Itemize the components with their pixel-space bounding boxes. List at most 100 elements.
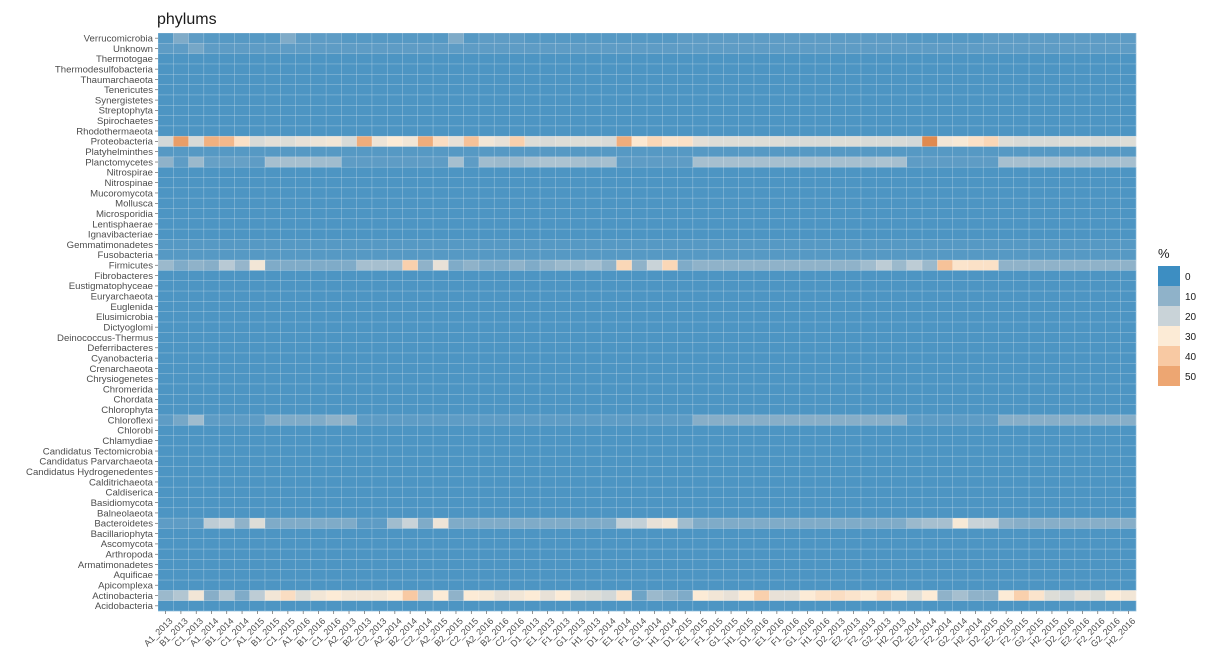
heatmap-cell [998, 342, 1015, 354]
heatmap-cell [478, 497, 495, 509]
heatmap-cell [769, 466, 785, 478]
heatmap-cell [937, 322, 953, 333]
heatmap-cell [540, 559, 556, 571]
heatmap-cell [1044, 291, 1060, 302]
heatmap-cell [616, 445, 633, 457]
heatmap-cell [1120, 404, 1137, 416]
heatmap-cell [753, 394, 770, 405]
heatmap-cell [280, 322, 296, 333]
heatmap-cell [998, 507, 1015, 519]
heatmap-cell [478, 105, 495, 116]
heatmap-cell [478, 373, 495, 385]
heatmap-cell [692, 559, 709, 571]
y-tick-label: Chloroflexi [108, 415, 153, 426]
heatmap-cell [601, 549, 617, 560]
heatmap-cell [708, 84, 724, 96]
heatmap-cell [509, 414, 526, 426]
heatmap-cell [387, 580, 403, 591]
heatmap-cell [876, 125, 892, 137]
heatmap-cell [891, 528, 908, 540]
heatmap-cell [677, 291, 694, 302]
heatmap-cell [891, 187, 908, 199]
heatmap-cell [326, 136, 342, 147]
heatmap-cell [188, 383, 205, 395]
heatmap-cell [402, 115, 419, 127]
heatmap-cell [906, 136, 923, 147]
heatmap-cell [203, 352, 220, 364]
heatmap-cell [417, 456, 434, 467]
heatmap-cell [509, 249, 526, 261]
heatmap-cell [478, 404, 495, 416]
heatmap-cell [1029, 177, 1045, 189]
heatmap-cell [967, 74, 984, 85]
heatmap-cell [860, 208, 877, 220]
heatmap-cell [708, 487, 724, 498]
heatmap-cell [585, 425, 602, 436]
heatmap-cell [448, 125, 464, 137]
heatmap-cell [356, 84, 373, 96]
heatmap-cell [708, 549, 724, 560]
heatmap-cell [341, 497, 357, 509]
heatmap-cell [371, 342, 388, 354]
heatmap-cell [983, 105, 999, 116]
heatmap-cell [524, 105, 541, 116]
heatmap-cell [723, 63, 739, 75]
heatmap-cell [998, 497, 1015, 509]
heatmap-cell [1120, 373, 1137, 385]
heatmap-cell [540, 270, 556, 282]
heatmap-cell [692, 136, 709, 147]
heatmap-cell [402, 414, 419, 426]
heatmap-cell [433, 239, 449, 251]
heatmap-cell [234, 518, 250, 529]
heatmap-cell [784, 435, 801, 447]
heatmap-cell [1090, 291, 1106, 302]
heatmap-cell [203, 383, 220, 395]
heatmap-cell [677, 301, 694, 312]
heatmap-cell [860, 600, 877, 612]
heatmap-cell [524, 580, 541, 591]
heatmap-cell [173, 580, 189, 591]
heatmap-cell [922, 559, 938, 571]
heatmap-cell [601, 414, 617, 426]
heatmap-cell [799, 198, 816, 209]
heatmap-cell [983, 229, 999, 240]
y-tick-label: Euryarchaeota [91, 292, 154, 303]
heatmap-cell [402, 301, 419, 312]
heatmap-cell [677, 352, 694, 364]
heatmap-cell [478, 456, 495, 467]
heatmap-cell [203, 177, 220, 189]
heatmap-cell [647, 580, 663, 591]
heatmap-cell [692, 187, 709, 199]
heatmap-cell [173, 63, 189, 75]
heatmap-cell [188, 352, 205, 364]
heatmap-cell [876, 600, 892, 612]
heatmap-cell [784, 260, 801, 271]
heatmap-cell [723, 383, 739, 395]
heatmap-cell [631, 177, 648, 189]
heatmap-cell [998, 156, 1015, 168]
heatmap-cell [601, 146, 617, 158]
heatmap-cell [234, 456, 250, 467]
heatmap-cell [922, 146, 938, 158]
heatmap-cell [356, 105, 373, 116]
heatmap-cell [677, 383, 694, 395]
heatmap-cell [1059, 507, 1076, 519]
heatmap-cell [234, 43, 250, 54]
heatmap-cell [219, 466, 235, 478]
heatmap-cell [952, 208, 969, 220]
heatmap-cell [876, 291, 892, 302]
heatmap-cell [249, 497, 266, 509]
heatmap-cell [708, 105, 724, 116]
heatmap-cell [1120, 146, 1137, 158]
heatmap-cell [249, 394, 266, 405]
heatmap-cell [845, 43, 862, 54]
heatmap-cell [967, 156, 984, 168]
heatmap-cell [983, 249, 999, 261]
heatmap-cell [326, 33, 342, 44]
heatmap-cell [998, 404, 1015, 416]
heatmap-cell [708, 538, 724, 550]
heatmap-cell [585, 301, 602, 312]
heatmap-cell [555, 507, 571, 519]
heatmap-cell [692, 487, 709, 498]
heatmap-cell [1013, 167, 1030, 178]
